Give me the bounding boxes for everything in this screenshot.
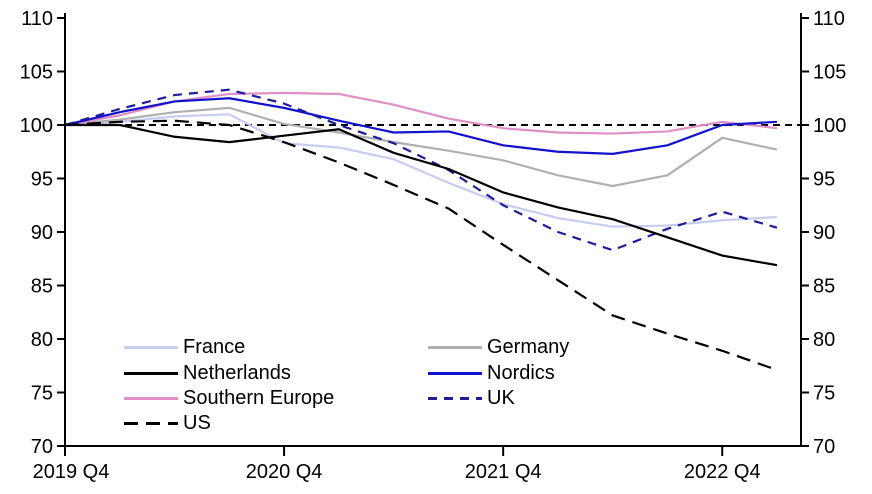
- y-tick-label-right: 110: [813, 8, 845, 30]
- us-line-swatch: [124, 422, 178, 426]
- netherlands-line-swatch: [124, 371, 178, 375]
- legend-label-netherlands: Netherlands: [183, 361, 291, 384]
- legend-item-france: France: [124, 335, 334, 360]
- legend-label-germany: Germany: [487, 336, 570, 359]
- legend-column-2: Germany Nordics UK: [428, 335, 569, 411]
- y-tick-label-right: 90: [813, 222, 835, 244]
- y-tick-label-left: 80: [31, 329, 53, 351]
- legend-item-us: US: [124, 411, 334, 436]
- legend-item-southern-europe: Southern Europe: [124, 386, 334, 411]
- x-tick-label: 2021 Q4: [465, 461, 542, 483]
- germany-line-swatch: [428, 346, 482, 350]
- legend-label-nordics: Nordics: [487, 361, 555, 384]
- y-tick-label-left: 90: [31, 222, 53, 244]
- y-tick-label-right: 100: [813, 115, 846, 137]
- y-tick-label-left: 110: [21, 8, 53, 30]
- y-tick-label-right: 70: [813, 436, 835, 458]
- y-tick-label-left: 75: [31, 383, 53, 405]
- legend-item-nordics: Nordics: [428, 360, 569, 385]
- series-line-us: [64, 119, 778, 372]
- legend-item-uk: UK: [428, 386, 569, 411]
- legend-label-uk: UK: [487, 386, 515, 409]
- southern-europe-line-swatch: [124, 396, 178, 400]
- series-line-germany: [64, 106, 778, 188]
- x-tick-label: 2020 Q4: [246, 461, 323, 483]
- legend-column-1: France Netherlands Southern Europe US: [124, 335, 334, 437]
- uk-line-swatch: [428, 396, 482, 400]
- y-tick-label-left: 70: [31, 436, 53, 458]
- legend-label-us: US: [183, 412, 211, 435]
- nordics-line-swatch: [428, 371, 482, 375]
- y-tick-label-right: 80: [813, 329, 835, 351]
- legend-label-southern-europe: Southern Europe: [183, 386, 335, 409]
- y-tick-label-right: 105: [813, 62, 846, 84]
- legend-item-netherlands: Netherlands: [124, 360, 334, 385]
- x-tick-label: 2019 Q4: [33, 461, 110, 483]
- y-tick-label-left: 85: [31, 276, 53, 298]
- y-tick-label-right: 75: [813, 383, 835, 405]
- y-tick-label-right: 85: [813, 276, 835, 298]
- y-tick-label-left: 105: [20, 62, 53, 84]
- legend-label-france: France: [183, 336, 246, 359]
- series-line-uk: [64, 88, 778, 252]
- series-line-france: [64, 113, 778, 228]
- y-tick-label-left: 100: [20, 115, 53, 137]
- france-line-swatch: [124, 346, 178, 350]
- y-tick-label-right: 95: [813, 169, 835, 191]
- legend-item-germany: Germany: [428, 335, 569, 360]
- series-line-nordics: [64, 97, 778, 155]
- x-tick-label: 2022 Q4: [684, 461, 761, 483]
- series-line-netherlands: [65, 123, 778, 267]
- y-tick-label-left: 95: [31, 169, 53, 191]
